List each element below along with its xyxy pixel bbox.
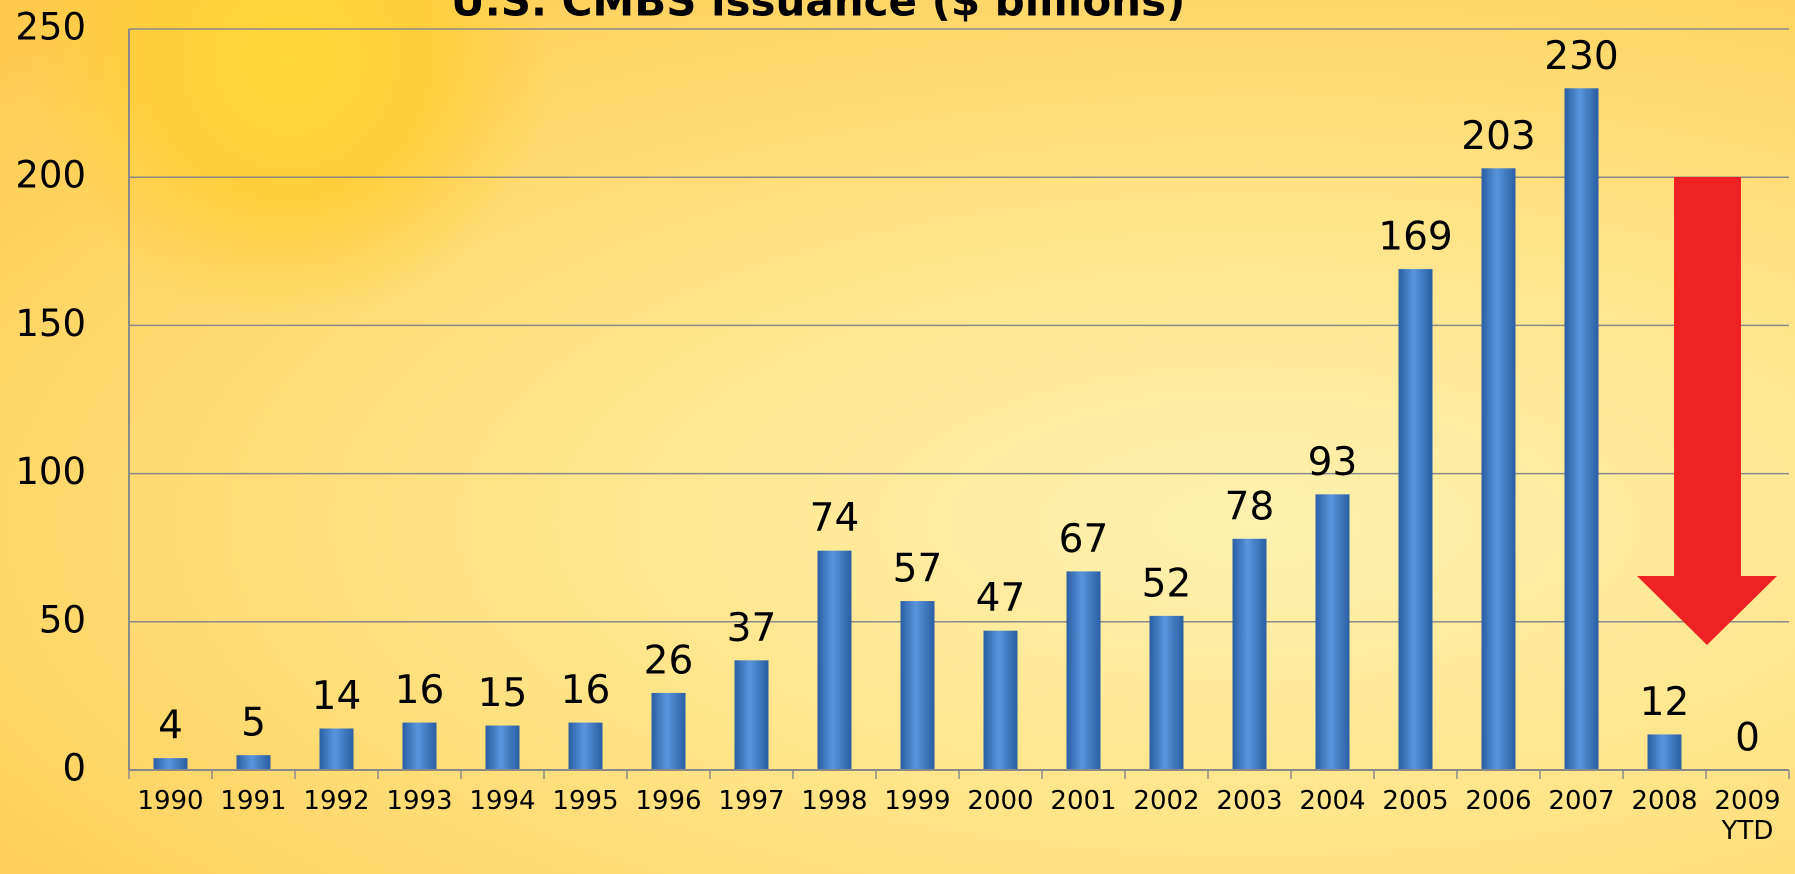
bar	[320, 729, 354, 770]
x-tick-label: 2006	[1457, 786, 1540, 816]
y-tick-label: 50	[39, 598, 86, 641]
data-label: 74	[810, 496, 860, 541]
y-tick-label: 150	[15, 302, 86, 345]
x-tick-label: 2004	[1291, 786, 1374, 816]
chart: U.S. CMBS issuance ($ billions) 05010015…	[0, 0, 1795, 874]
x-tick-label: 2003	[1208, 786, 1291, 816]
x-tick-label: 2000	[959, 786, 1042, 816]
x-tick-label: 2001	[1042, 786, 1125, 816]
bar	[569, 723, 603, 770]
x-tick-label: 1990	[129, 786, 212, 816]
page: U.S. CMBS issuance ($ billions) 05010015…	[0, 0, 1795, 874]
x-tick-label: 1999	[876, 786, 959, 816]
x-tick-label: 2002	[1125, 786, 1208, 816]
data-label: 16	[395, 668, 445, 713]
x-tick-label: 2005	[1374, 786, 1457, 816]
data-label: 67	[1059, 517, 1109, 562]
data-label: 15	[478, 671, 528, 716]
x-tick-label: 1992	[295, 786, 378, 816]
y-tick-label: 250	[15, 6, 86, 49]
data-label: 26	[644, 638, 694, 683]
bar	[1067, 571, 1101, 770]
bar	[486, 726, 520, 770]
data-label: 52	[1142, 561, 1192, 606]
bar	[154, 758, 188, 770]
bar	[237, 755, 271, 770]
bar	[984, 631, 1018, 770]
x-tick-label: 1996	[627, 786, 710, 816]
data-label: 37	[727, 606, 777, 651]
x-tick-label: 2008	[1623, 786, 1706, 816]
y-tick-label: 0	[62, 747, 86, 790]
data-label: 5	[241, 701, 266, 746]
data-label: 12	[1640, 680, 1690, 725]
x-tick-label: 2007	[1540, 786, 1623, 816]
bar	[735, 660, 769, 770]
arrow	[1637, 177, 1777, 645]
data-label: 4	[158, 704, 183, 749]
data-label: 169	[1378, 215, 1452, 260]
data-label: 14	[312, 674, 362, 719]
bar	[1399, 269, 1433, 770]
data-label: 203	[1461, 114, 1535, 159]
bar	[1648, 734, 1682, 770]
x-tick-label: 1995	[544, 786, 627, 816]
x-tick-label: 1993	[378, 786, 461, 816]
bar	[1150, 616, 1184, 770]
x-tick-label: 2009 YTD	[1706, 786, 1789, 846]
x-tick-label: 1991	[212, 786, 295, 816]
bar	[403, 723, 437, 770]
bar	[652, 693, 686, 770]
x-tick-label: 1998	[793, 786, 876, 816]
chart-title: U.S. CMBS issuance ($ billions)	[451, 0, 1186, 26]
x-tick-label: 1997	[710, 786, 793, 816]
bar	[901, 601, 935, 770]
data-label: 93	[1308, 440, 1358, 485]
bar	[1316, 494, 1350, 770]
data-label: 78	[1225, 484, 1275, 529]
data-label: 0	[1735, 716, 1760, 761]
x-tick-label: 1994	[461, 786, 544, 816]
data-label: 47	[976, 576, 1026, 621]
bar	[1565, 88, 1599, 770]
data-label: 57	[893, 547, 943, 592]
bar	[1233, 539, 1267, 770]
bar	[818, 551, 852, 770]
y-tick-label: 100	[15, 450, 86, 493]
bar	[1482, 168, 1516, 770]
y-tick-label: 200	[15, 154, 86, 197]
data-label: 16	[561, 668, 611, 713]
data-label: 230	[1544, 34, 1618, 79]
